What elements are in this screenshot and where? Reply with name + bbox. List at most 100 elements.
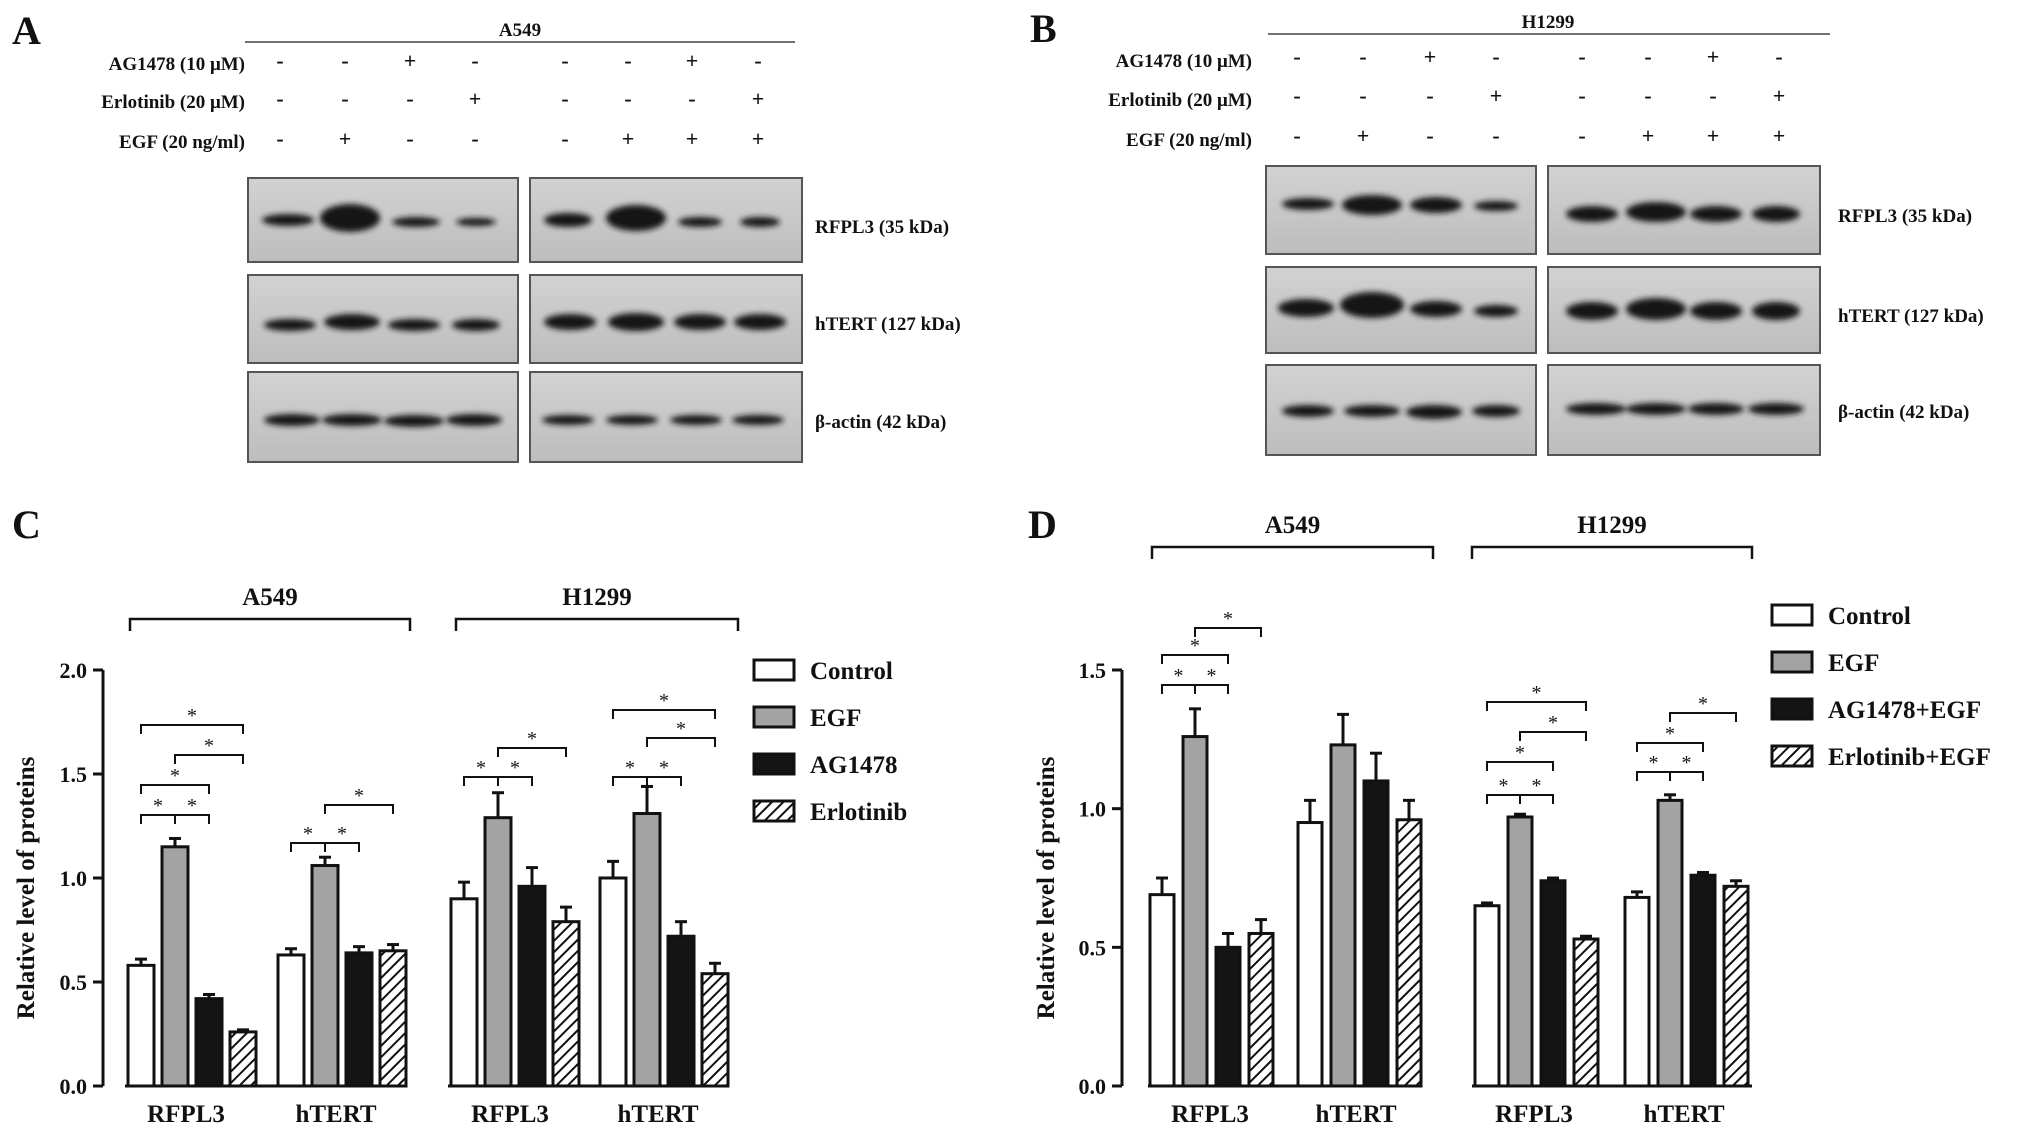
- sign: +: [1773, 83, 1786, 108]
- blot-band: [542, 415, 594, 425]
- bar: [483, 816, 513, 1088]
- legend-label: EGF: [1828, 650, 1879, 677]
- significance-star: *: [204, 735, 214, 757]
- y-tick-label: 0.5: [60, 970, 88, 995]
- significance-bracket: [174, 754, 244, 764]
- x-category-label: RFPL3: [1171, 1101, 1249, 1128]
- x-category-label: RFPL3: [1495, 1101, 1573, 1128]
- y-axis-label: Relative level of proteins: [13, 756, 40, 1019]
- bar: [598, 876, 628, 1088]
- bar-chart-c: 0.0 0.5 1.0 1.5 2.0 Relative level of protein…: [13, 584, 907, 1128]
- x-category-label: hTERT: [295, 1101, 376, 1128]
- blot-band: [1690, 302, 1742, 320]
- significance-bracket: [1486, 701, 1587, 711]
- significance-bracket: [1486, 761, 1554, 771]
- significance-star: *: [354, 785, 364, 807]
- blot-band: [1410, 301, 1462, 317]
- sign: -: [341, 86, 348, 111]
- significance-star: *: [1174, 665, 1184, 687]
- treatment-signs: - - + - - - + - - - - + - - - + - + - - …: [1293, 44, 1785, 148]
- blot-band: [1752, 206, 1800, 222]
- significance-bracket: [174, 814, 210, 824]
- significance-star: *: [1532, 775, 1542, 797]
- blot-label-actin: β-actin (42 kDa): [815, 412, 946, 433]
- sign: -: [1644, 44, 1651, 69]
- significance-bracket: [612, 709, 716, 719]
- bar: [228, 1030, 258, 1088]
- sign: -: [406, 86, 413, 111]
- legend-swatch: [752, 799, 796, 823]
- significance-star: *: [1649, 752, 1659, 774]
- western-blot-a: [247, 177, 803, 463]
- y-tick-label: 1.0: [60, 866, 88, 891]
- blot-band: [734, 314, 786, 330]
- bar: [1539, 879, 1567, 1088]
- sign: -: [341, 48, 348, 73]
- sign: +: [752, 126, 765, 151]
- legend-swatch: [752, 705, 796, 729]
- significance-star: *: [1532, 682, 1542, 704]
- x-category-label: RFPL3: [471, 1101, 549, 1128]
- blot-band: [606, 205, 666, 231]
- group-label: A549: [242, 584, 298, 611]
- group-label: A549: [1265, 512, 1321, 539]
- legend-swatch: [1770, 697, 1814, 721]
- bar: [1473, 904, 1501, 1088]
- cell-line-label: A549: [499, 20, 541, 41]
- significance-bracket: [1194, 684, 1229, 694]
- sign: -: [1578, 83, 1585, 108]
- significance-star: *: [510, 757, 520, 779]
- x-category-label: RFPL3: [147, 1101, 225, 1128]
- sign: +: [1642, 123, 1655, 148]
- legend-swatch: [752, 658, 796, 682]
- treatment-label-erlotinib: Erlotinib (20 μM): [1108, 90, 1252, 111]
- blot-band: [544, 314, 596, 330]
- blot-label-rfpl3: RFPL3 (35 kDa): [815, 217, 949, 238]
- significance-star: *: [625, 757, 635, 779]
- significance-bracket: [324, 804, 394, 814]
- treatment-label-ag1478: AG1478 (10 μM): [109, 54, 245, 75]
- treatment-label-egf: EGF (20 ng/ml): [1126, 130, 1252, 151]
- blot-band: [1566, 206, 1618, 222]
- sign: -: [1578, 123, 1585, 148]
- blot-band: [1566, 302, 1618, 320]
- bar: [1689, 873, 1717, 1088]
- blot-band: [264, 319, 316, 331]
- blot-band: [740, 217, 780, 227]
- sign: +: [1490, 83, 1503, 108]
- blot-band: [1626, 298, 1686, 320]
- significance-bracket: [1636, 742, 1704, 752]
- significance-bracket: [646, 737, 716, 747]
- sign: -: [624, 48, 631, 73]
- western-blot-b: [1265, 165, 1821, 456]
- significance-star: *: [1665, 723, 1675, 745]
- sign: +: [469, 86, 482, 111]
- significance-bracket: [497, 776, 533, 786]
- sign: -: [1293, 44, 1300, 69]
- legend-label: Control: [1828, 603, 1911, 630]
- blot-band: [678, 217, 722, 227]
- significance-bracket: [1194, 627, 1262, 637]
- blot-band: [1344, 405, 1400, 417]
- bar: [517, 884, 547, 1088]
- bar: [1148, 893, 1176, 1088]
- bar: [1181, 735, 1209, 1088]
- blot-band: [446, 414, 502, 426]
- blot-band: [392, 217, 440, 227]
- legend-label: EGF: [810, 705, 861, 732]
- legend-swatch: [752, 752, 796, 776]
- bar: [344, 951, 374, 1088]
- sign: -: [471, 48, 478, 73]
- bar: [1214, 945, 1242, 1088]
- significance-star: *: [1190, 635, 1200, 657]
- legend-label: AG1478: [810, 752, 898, 779]
- significance-star: *: [659, 690, 669, 712]
- blot-label-actin: β-actin (42 kDa): [1838, 402, 1969, 423]
- significance-star: *: [1499, 775, 1509, 797]
- bar: [1572, 937, 1600, 1088]
- sign: +: [1707, 44, 1720, 69]
- bar: [1296, 821, 1324, 1088]
- bar: [700, 972, 730, 1088]
- blot-band: [608, 313, 664, 331]
- legend-label: Control: [810, 658, 893, 685]
